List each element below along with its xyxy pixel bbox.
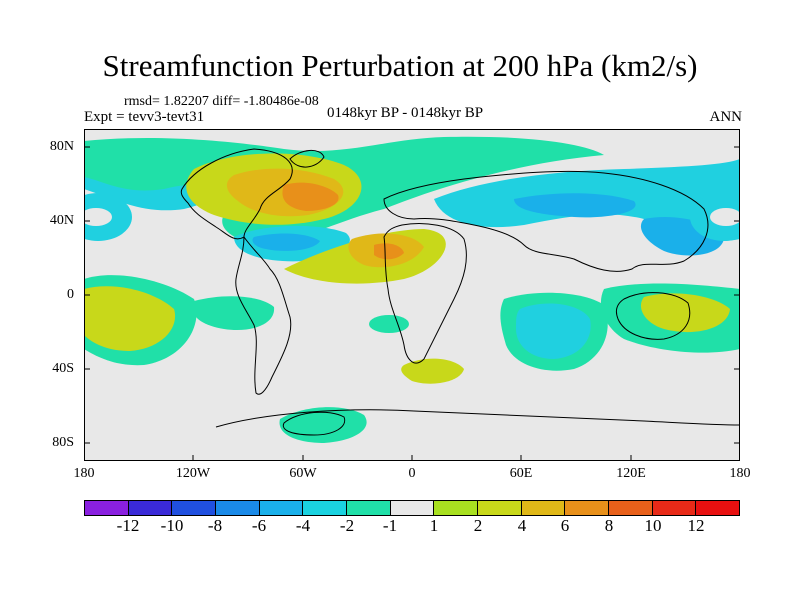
- lon-label-180w: 180: [73, 466, 95, 481]
- colorbar-label: 4: [517, 516, 527, 535]
- lat-label-80n: 80N: [49, 139, 74, 154]
- anomaly-region: [374, 243, 404, 260]
- period-label: 0148kyr BP - 0148kyr BP: [326, 105, 484, 121]
- colorbar-label: 2: [473, 516, 483, 535]
- colorbar-label: -2: [339, 516, 355, 535]
- colorbar-swatch: [128, 501, 173, 515]
- colorbar-swatch: [609, 501, 653, 515]
- anomaly-region: [369, 315, 409, 333]
- lon-label-120w: 120W: [175, 466, 211, 481]
- colorbar-label: -4: [295, 516, 311, 535]
- experiment-label: Expt = tevv3-tevt31: [84, 109, 205, 125]
- lon-label-0: 0: [408, 466, 416, 481]
- axis-ticks: [84, 146, 740, 461]
- lon-label-180e: 180: [729, 466, 751, 481]
- anomaly-region: [401, 358, 464, 384]
- colorbar-swatch: [434, 501, 479, 515]
- season-label: ANN: [709, 109, 743, 125]
- colorbar: [84, 500, 740, 516]
- colorbar-label: -10: [160, 516, 184, 535]
- colorbar-swatch: [85, 501, 129, 515]
- lat-label-40n: 40N: [49, 213, 74, 228]
- colorbar-swatch: [390, 501, 435, 515]
- anomaly-region: [192, 296, 275, 331]
- colorbar-swatch: [216, 501, 260, 515]
- lon-label-60e: 60E: [509, 466, 533, 481]
- colorbar-swatch: [259, 501, 304, 515]
- colorbar-swatch: [696, 501, 740, 515]
- anomaly-region: [252, 233, 320, 251]
- colorbar-swatch: [565, 501, 610, 515]
- colorbar-label: -12: [116, 516, 140, 535]
- colorbar-swatch: [521, 501, 566, 515]
- anomaly-region: [282, 182, 339, 211]
- colorbar-swatch: [303, 501, 348, 515]
- colorbar-label: -8: [207, 516, 223, 535]
- colorbar-label: -6: [251, 516, 267, 535]
- colorbar-label: 12: [687, 516, 705, 535]
- coastlines: [180, 148, 740, 436]
- stats-line: rmsd= 1.82207 diff= -1.80486e-08: [124, 94, 319, 109]
- lon-label-60w: 60W: [289, 466, 317, 481]
- anomaly-region: [516, 303, 591, 359]
- anomaly-region: [514, 193, 636, 218]
- lat-label-80s: 80S: [52, 435, 74, 450]
- colorbar-swatch: [347, 501, 391, 515]
- lat-label-0: 0: [67, 287, 74, 302]
- anomaly-region: [640, 293, 730, 333]
- colorbar-swatch: [172, 501, 217, 515]
- anomaly-region: [710, 208, 740, 226]
- colorbar-swatch: [478, 501, 522, 515]
- colorbar-label: 1: [429, 516, 439, 535]
- lat-label-40s: 40S: [52, 361, 74, 376]
- streamfunction-map: [84, 129, 740, 461]
- anomaly-region: [84, 208, 112, 226]
- colorbar-label: 10: [644, 516, 662, 535]
- colorbar-swatch: [652, 501, 697, 515]
- colorbar-label: 8: [604, 516, 614, 535]
- figure-title: Streamfunction Perturbation at 200 hPa (…: [102, 48, 698, 83]
- anomaly-region: [84, 286, 176, 351]
- colorbar-label: -1: [382, 516, 398, 535]
- lon-label-120e: 120E: [616, 466, 646, 481]
- colorbar-label: 6: [560, 516, 570, 535]
